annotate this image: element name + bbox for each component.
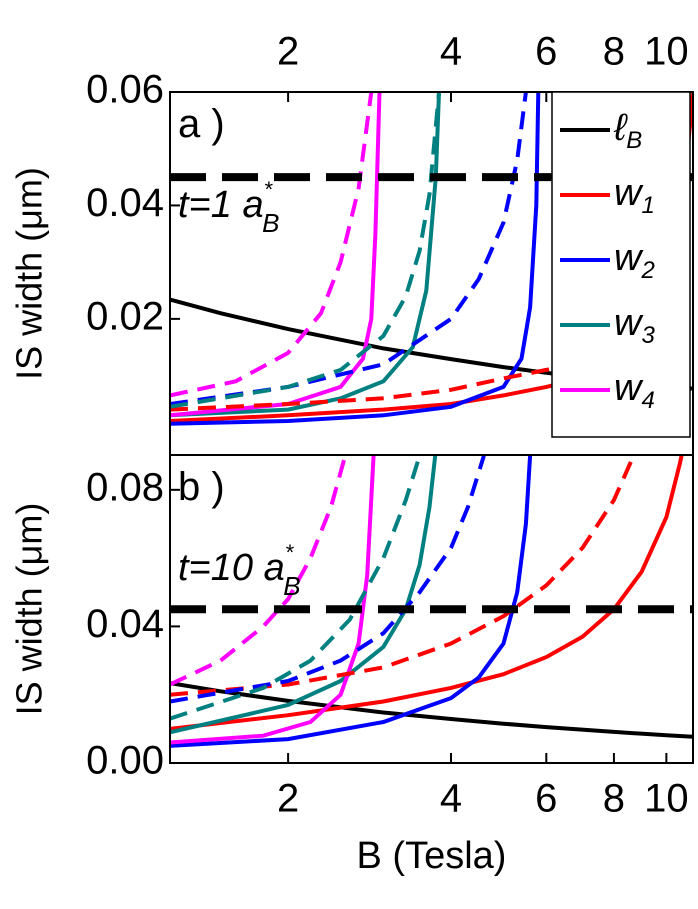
legend-sub: 3 [641, 322, 655, 349]
series-line [170, 92, 441, 418]
legend-box [551, 91, 691, 438]
x-tick-label: 8 [603, 30, 625, 74]
legend-main: w [614, 172, 644, 214]
annotation: t=1 a* B [178, 177, 279, 238]
y-tick-label: 0.00 [86, 739, 164, 783]
annotation: t=10 a* B [178, 540, 301, 601]
x-tick-label: 10 [644, 30, 689, 74]
legend-label: w2 [614, 237, 655, 284]
legend-sub: 4 [641, 387, 654, 414]
annotation: a ) [178, 102, 225, 146]
series-line [170, 455, 533, 748]
annotation-text: t=10 a [178, 547, 285, 589]
series-line [170, 92, 528, 406]
legend-main: w [614, 367, 644, 409]
legend-sub: 1 [641, 192, 654, 219]
x-tick-label: 8 [603, 777, 625, 821]
series-line [170, 455, 637, 697]
legend-sub: B [626, 127, 642, 154]
legend-label: w1 [614, 172, 655, 219]
legend-main: ℓ [613, 107, 628, 149]
plot-area [170, 455, 693, 748]
x-tick-label: 4 [440, 30, 462, 74]
y-tick-label: 0.02 [86, 294, 164, 338]
x-tick-label: 6 [535, 30, 557, 74]
y-tick-label: 0.04 [86, 602, 164, 646]
legend-sub: 2 [640, 257, 654, 284]
series-line [170, 455, 684, 731]
annotation-text: t=1 a [178, 184, 264, 226]
x-tick-label: 6 [535, 777, 557, 821]
series-line [170, 455, 438, 735]
legend-main: w [614, 237, 644, 279]
legend-main: w [614, 302, 644, 344]
y-axis-label: IS width (μm) [9, 503, 50, 716]
plot-frame [169, 454, 694, 764]
y-tick-label: 0.06 [86, 68, 164, 112]
annotation-sup: * [264, 177, 274, 202]
x-tick-label: 2 [277, 777, 299, 821]
y-axis-label: IS width (μm) [9, 167, 50, 380]
series-line [170, 92, 541, 426]
annotation-sup: * [285, 540, 295, 565]
x-tick-label: 4 [440, 777, 462, 821]
annotation-text: a ) [178, 102, 225, 146]
y-tick-label: 0.04 [86, 181, 164, 225]
x-axis-label: B (Tesla) [357, 835, 507, 877]
annotation: b ) [178, 465, 225, 509]
series-line [170, 455, 348, 687]
series-line [170, 92, 441, 409]
x-tick-label: 10 [644, 777, 689, 821]
annotation-sub: B [262, 208, 279, 238]
series-line [170, 681, 693, 739]
annotation-sub: B [283, 571, 300, 601]
legend-label: ℓB [613, 107, 642, 154]
series-line [170, 455, 376, 745]
x-tick-label: 2 [277, 30, 299, 74]
series-line [170, 92, 374, 398]
y-tick-label: 0.08 [86, 465, 164, 509]
legend-label: w3 [614, 302, 655, 349]
legend-label: w4 [614, 367, 655, 414]
series-line [170, 455, 422, 721]
annotation-text: b ) [178, 465, 225, 509]
